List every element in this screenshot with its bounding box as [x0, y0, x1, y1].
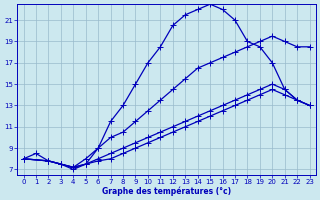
X-axis label: Graphe des températures (°c): Graphe des températures (°c) [102, 186, 231, 196]
